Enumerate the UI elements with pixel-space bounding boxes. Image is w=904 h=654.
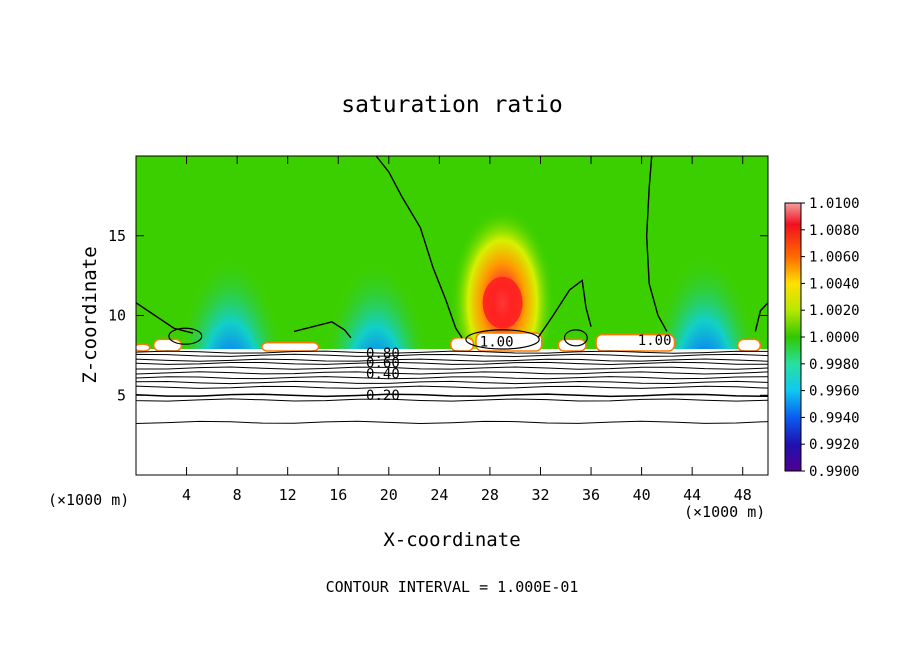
contour-line — [136, 420, 768, 424]
contour-label: 0.40 — [366, 367, 400, 383]
cloud-contour — [465, 329, 540, 350]
colorbar-label: 0.9940 — [809, 410, 860, 426]
y-axis-label: Z-coordinate — [79, 246, 101, 383]
cloud-contour — [563, 329, 588, 347]
cloud-patch — [136, 343, 151, 352]
cloud-patch — [736, 338, 762, 352]
cloud-patch — [595, 333, 676, 352]
contour-line — [136, 361, 768, 365]
colorbar-label: 1.0000 — [809, 330, 860, 346]
colorbar-gradient — [784, 202, 802, 472]
colorbar-label: 0.9980 — [809, 357, 860, 373]
x-tick-label: 24 — [430, 486, 448, 504]
x-tick-label: 28 — [481, 486, 499, 504]
saturation-contour — [293, 321, 352, 339]
saturation-contour — [754, 302, 768, 332]
y-tick-label: 5 — [117, 386, 126, 404]
contour-label: 0.80 — [366, 346, 400, 362]
contour-line — [136, 380, 768, 385]
x-tick-label: 16 — [329, 486, 347, 504]
contour-line — [136, 350, 768, 354]
contour-interval-note: CONTOUR INTERVAL = 1.000E-01 — [326, 578, 579, 596]
contour-line — [136, 353, 768, 357]
subsaturated-layer — [136, 348, 768, 475]
contour-label: 1.00 — [638, 333, 672, 349]
colorbar-label: 0.9900 — [809, 464, 860, 480]
contour-line — [136, 385, 768, 389]
colorbar-label: 1.0020 — [809, 303, 860, 319]
x-tick-label: 48 — [734, 486, 752, 504]
core-peak — [482, 276, 523, 329]
x-tick-label: 40 — [633, 486, 651, 504]
colorbar-label: 1.0040 — [809, 276, 860, 292]
x-unit-right: (×1000 m) — [684, 503, 765, 521]
plot-area: 0.800.600.40 0.20 1.00 1.00 — [136, 156, 768, 475]
x-tick-label: 32 — [531, 486, 549, 504]
saturation-contour — [537, 279, 592, 339]
chart-title: saturation ratio — [341, 92, 563, 118]
x-tick-label: 12 — [279, 486, 297, 504]
cloud-patch — [261, 341, 320, 352]
x-axis-label: X-coordinate — [383, 529, 520, 551]
colorbar-label: 1.0060 — [809, 250, 860, 266]
x-tick-label: 36 — [582, 486, 600, 504]
contour-line — [136, 393, 768, 398]
saturation-contour — [645, 156, 668, 332]
x-unit-left: (×1000 m) — [48, 491, 129, 509]
saturation-contour — [136, 302, 194, 334]
x-tick-label: 44 — [683, 486, 701, 504]
contour-line — [136, 376, 768, 380]
contour-label: 1.00 — [480, 335, 514, 351]
contour-line — [136, 358, 768, 362]
y-tick-label: 15 — [108, 227, 126, 245]
cloud-contour — [168, 327, 203, 345]
y-tick-label: 10 — [108, 307, 126, 325]
cloud-patch — [152, 338, 183, 352]
colorbar-label: 0.9920 — [809, 437, 860, 453]
contour-line — [136, 371, 768, 375]
contour-label: 0.20 — [366, 388, 400, 404]
colorbar-label: 0.9960 — [809, 384, 860, 400]
x-tick-label: 4 — [182, 486, 191, 504]
contour-label: 0.60 — [366, 355, 400, 371]
contour-line — [136, 398, 768, 402]
contour-line — [136, 366, 768, 370]
x-tick-label: 8 — [233, 486, 242, 504]
colorbar: 1.0100 1.0080 1.0060 1.0040 1.0020 1.0000 0.99… — [784, 196, 860, 480]
colorbar-label: 1.0080 — [809, 223, 860, 239]
saturation-contour — [375, 156, 463, 339]
colorbar-label: 1.0100 — [809, 196, 860, 212]
x-tick-label: 20 — [380, 486, 398, 504]
